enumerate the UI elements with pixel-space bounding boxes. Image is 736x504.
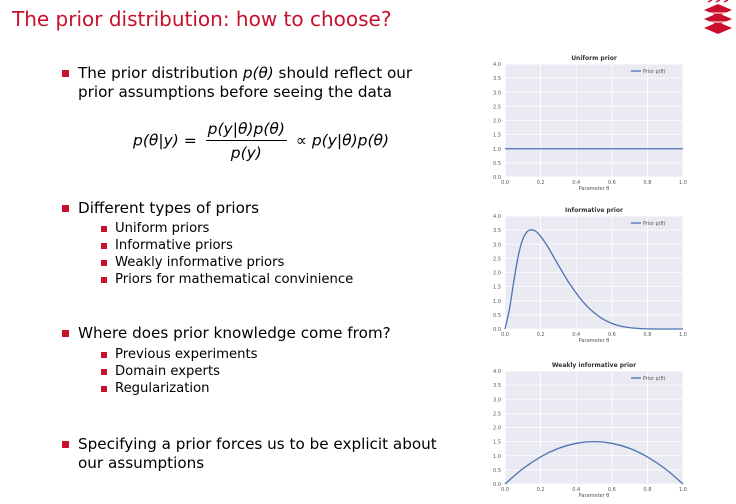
- bullet-marker: [101, 226, 107, 232]
- x-tick-label: 0.4: [572, 487, 580, 493]
- bullet-prior-definition: The prior distribution p(θ) should refle…: [62, 64, 412, 102]
- y-tick-label: 0.5: [493, 313, 501, 319]
- bullet-marker: [62, 330, 69, 337]
- bullet-marker: [101, 352, 107, 358]
- x-tick-label: 0.8: [643, 487, 651, 493]
- y-tick-label: 0.5: [493, 161, 501, 167]
- y-tick-label: 2.0: [493, 426, 501, 432]
- x-tick-label: 0.0: [501, 332, 509, 338]
- chart-title: Weakly informative prior: [552, 362, 636, 369]
- bullet-prior-knowledge: Where does prior knowledge come from?: [62, 324, 391, 343]
- x-axis-label: Parameter θ: [579, 186, 610, 192]
- x-tick-label: 0.8: [643, 332, 651, 338]
- bullet-marker: [101, 243, 107, 249]
- sub-bullet-mathematical: Priors for mathematical convinience: [101, 272, 353, 288]
- sub-bullet-regularization: Regularization: [101, 381, 210, 397]
- chart-svg: 0.0 0.5 1.0 1.5 2.0 2.5 3.0 3.5 4.0 0.0 0.2 0.4 0.6 0…: [493, 362, 687, 499]
- y-tick-label: 0.0: [493, 175, 501, 181]
- bullet-marker: [101, 277, 107, 283]
- x-tick-label: 0.0: [501, 180, 509, 186]
- series-line: [504, 440, 684, 485]
- bullet-marker: [101, 369, 107, 375]
- y-tick-label: 2.0: [493, 119, 501, 125]
- x-tick-label: 0.6: [608, 332, 616, 338]
- formula-denominator: p(y): [230, 144, 262, 162]
- y-tick-label: 0.0: [493, 327, 501, 333]
- y-tick-label: 2.5: [493, 104, 501, 110]
- bullet-marker: [101, 386, 107, 392]
- bullet-types-of-priors: Different types of priors: [78, 199, 260, 217]
- sub-bullet-informative: Informative priors: [101, 238, 233, 254]
- sub-bullet-weakly-informative: Weakly informative priors: [101, 255, 284, 271]
- y-tick-label: 1.5: [493, 285, 501, 291]
- formula-rhs: ∝ p(y|θ)p(θ): [295, 131, 390, 150]
- y-tick-label: 1.5: [493, 440, 501, 446]
- x-tick-label: 0.6: [608, 487, 616, 493]
- bayes-formula: p(θ|y) = p(y|θ)p(θ) p(y) ∝ p(y|θ)p(θ): [133, 120, 389, 162]
- y-tick-label: 1.0: [493, 147, 501, 153]
- chart-title: Uniform prior: [571, 55, 617, 62]
- slide-title: The prior distribution: how to choose?: [12, 7, 392, 31]
- x-axis-label: Parameter θ: [579, 338, 610, 344]
- formula-fraction: p(y|θ)p(θ) p(y): [205, 120, 287, 162]
- bullet-explicit-assumptions: Specifying a prior forces us to be expli…: [62, 435, 437, 473]
- y-tick-label: 3.5: [493, 383, 501, 389]
- x-tick-label: 0.8: [643, 180, 651, 186]
- x-tick-label: 0.2: [537, 332, 545, 338]
- x-axis-label: Parameter θ: [579, 493, 610, 499]
- x-tick-label: 1.0: [679, 332, 687, 338]
- y-tick-label: 0.0: [493, 482, 501, 488]
- y-tick-label: 3.0: [493, 242, 501, 248]
- y-tick-label: 2.5: [493, 256, 501, 262]
- formula-lhs: p(θ|y) =: [133, 131, 197, 150]
- y-tick-label: 3.5: [493, 228, 501, 234]
- chart-svg: 0.0 0.5 1.0 1.5 2.0 2.5 3.0 3.5 4.0 0.0 0.2 0.4 0.6 0…: [493, 55, 687, 192]
- y-tick-label: 1.0: [493, 454, 501, 460]
- sub-bullet-uniform: Uniform priors: [101, 221, 209, 237]
- bullet-marker: [101, 260, 107, 266]
- x-tick-label: 1.0: [679, 487, 687, 493]
- y-tick-label: 3.5: [493, 76, 501, 82]
- legend-label: Prior p(θ): [643, 69, 665, 75]
- x-tick-label: 0.0: [501, 487, 509, 493]
- sub-bullet-previous-experiments: Previous experiments: [101, 347, 258, 363]
- chart-uniform-prior: 0.0 0.5 1.0 1.5 2.0 2.5 3.0 3.5 4.0 0.0 0.2 0.4 0.6 0…: [485, 52, 690, 192]
- y-tick-label: 1.0: [493, 299, 501, 305]
- x-tick-label: 0.6: [608, 180, 616, 186]
- university-logo: [704, 0, 732, 44]
- y-tick-label: 2.5: [493, 411, 501, 417]
- x-tick-label: 0.4: [572, 180, 580, 186]
- chart-informative-prior: 0.0 0.5 1.0 1.5 2.0 2.5 3.0 3.5 4.0 0.0 0.2 0.4 0.6 0…: [485, 204, 690, 344]
- x-tick-label: 1.0: [679, 180, 687, 186]
- y-tick-label: 3.0: [493, 397, 501, 403]
- y-tick-label: 2.0: [493, 271, 501, 277]
- chart-title: Informative prior: [565, 207, 623, 214]
- bullet-marker: [62, 70, 69, 77]
- y-tick-label: 4.0: [493, 214, 501, 220]
- y-tick-label: 3.0: [493, 90, 501, 96]
- x-tick-label: 0.4: [572, 332, 580, 338]
- y-tick-label: 1.5: [493, 133, 501, 139]
- x-tick-label: 0.2: [537, 487, 545, 493]
- y-tick-label: 0.5: [493, 468, 501, 474]
- chart-weakly-informative-prior: 0.0 0.5 1.0 1.5 2.0 2.5 3.0 3.5 4.0 0.0 0.2 0.4 0.6 0…: [485, 359, 690, 499]
- formula-numerator: p(y|θ)p(θ): [205, 120, 287, 141]
- legend-label: Prior p(θ): [643, 376, 665, 382]
- bullet-marker: [62, 441, 69, 448]
- bullet-marker: [62, 205, 69, 212]
- y-tick-label: 4.0: [493, 62, 501, 68]
- sub-bullet-domain-experts: Domain experts: [101, 364, 220, 380]
- chart-svg: 0.0 0.5 1.0 1.5 2.0 2.5 3.0 3.5 4.0 0.0 0.2 0.4 0.6 0…: [493, 207, 687, 344]
- series-line: [504, 229, 684, 330]
- x-tick-label: 0.2: [537, 180, 545, 186]
- legend-label: Prior p(θ): [643, 221, 665, 227]
- y-tick-label: 4.0: [493, 369, 501, 375]
